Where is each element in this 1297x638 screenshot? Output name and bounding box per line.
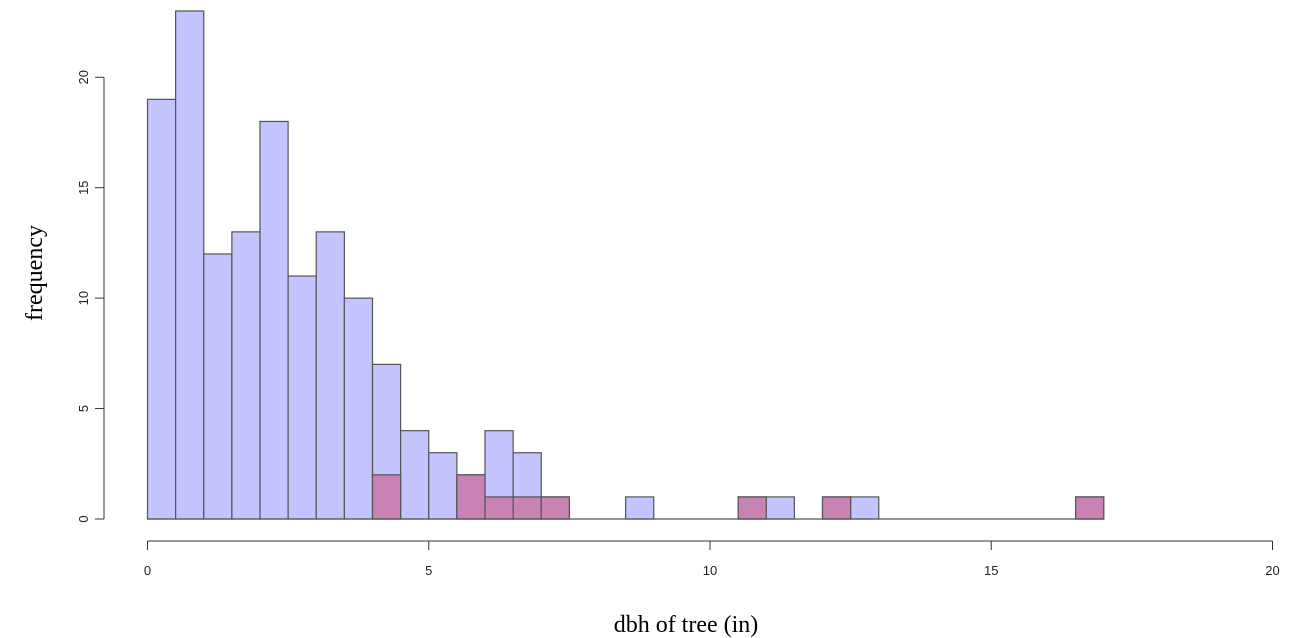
y-tick-label: 15 [76, 180, 91, 194]
histogram-bar [259, 120, 289, 520]
histogram-bar [400, 430, 430, 520]
x-tick-label: 0 [144, 563, 151, 578]
series-b-bars [371, 474, 1105, 520]
histogram-bar [456, 474, 486, 520]
histogram-bar [512, 496, 542, 520]
y-tick-label: 20 [76, 70, 91, 84]
x-tick-label: 10 [703, 563, 717, 578]
histogram-bar [371, 474, 402, 520]
series-a-bars [146, 10, 1105, 520]
y-axis-title: frequency [22, 225, 48, 321]
histogram-bar [1075, 496, 1105, 520]
x-axis-title: dbh of tree (in) [614, 612, 759, 638]
histogram-bar [146, 98, 177, 520]
x-axis: 0 5 10 15 20 [144, 540, 1280, 578]
histogram-bar [343, 297, 374, 520]
histogram-bar [287, 275, 317, 520]
y-tick-label: 5 [76, 405, 91, 412]
x-tick-label: 20 [1265, 563, 1279, 578]
histogram-bar [484, 496, 514, 520]
histogram-bar [175, 10, 205, 520]
x-tick-label: 5 [425, 563, 432, 578]
histogram-bar [540, 496, 570, 520]
histogram-bar [428, 452, 458, 520]
histogram-bar [315, 231, 345, 520]
x-tick-label: 15 [984, 563, 998, 578]
histogram-bar [765, 496, 795, 520]
histogram-bar [737, 496, 767, 520]
histogram-bar [821, 496, 852, 520]
y-tick-label: 0 [76, 515, 91, 522]
y-axis: 0 5 10 15 20 [76, 70, 105, 523]
histogram-bar [850, 496, 880, 520]
y-tick-label: 10 [76, 291, 91, 305]
histogram-bar [203, 253, 233, 520]
histogram-bar [231, 231, 261, 520]
histogram-bar [625, 496, 655, 520]
